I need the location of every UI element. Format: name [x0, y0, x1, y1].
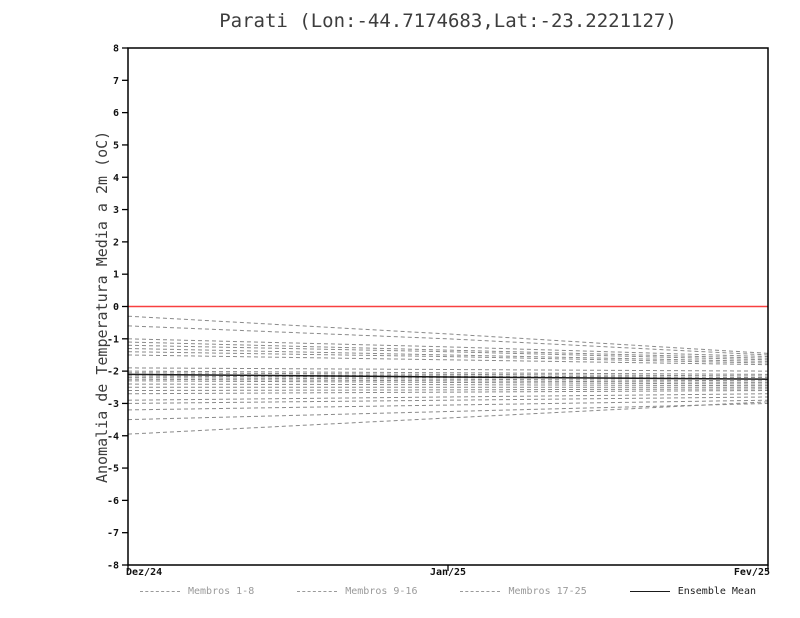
solid-line-swatch [629, 591, 670, 592]
legend: Membros 1-8 Membros 9-16 Membros 17-25 E… [140, 586, 756, 597]
legend-label: Membros 1-8 [188, 586, 255, 597]
legend-label: Membros 17-25 [508, 586, 587, 597]
dashed-line-swatch [297, 591, 338, 592]
legend-item-membros-9-16: Membros 9-16 [297, 586, 417, 597]
svg-text:3: 3 [113, 205, 119, 216]
svg-text:4: 4 [113, 173, 119, 184]
legend-item-membros-1-8: Membros 1-8 [140, 586, 254, 597]
svg-text:2: 2 [113, 237, 119, 248]
legend-item-membros-17-25: Membros 17-25 [460, 586, 587, 597]
svg-text:-7: -7 [107, 528, 119, 539]
legend-item-ensemble-mean: Ensemble Mean [629, 586, 756, 597]
x-tick-fev25: Fev/25 [733, 567, 770, 578]
svg-text:-8: -8 [107, 561, 119, 572]
svg-text:-2: -2 [107, 367, 119, 378]
chart-title: Parati (Lon:-44.7174683,Lat:-23.2221127) [219, 10, 677, 32]
svg-text:5: 5 [113, 140, 119, 151]
legend-label: Ensemble Mean [677, 586, 756, 597]
svg-text:-4: -4 [107, 431, 119, 442]
svg-text:-1: -1 [107, 334, 119, 345]
legend-label: Membros 9-16 [345, 586, 418, 597]
svg-text:0: 0 [113, 302, 119, 313]
dashed-line-swatch [140, 591, 180, 592]
svg-text:-5: -5 [107, 464, 119, 475]
svg-text:1: 1 [113, 270, 119, 281]
dashed-line-swatch [460, 591, 501, 592]
svg-text:6: 6 [113, 108, 119, 119]
svg-text:-3: -3 [107, 399, 119, 410]
x-tick-jan25: Jan/25 [429, 567, 467, 578]
svg-text:-6: -6 [107, 496, 119, 507]
svg-text:7: 7 [113, 76, 119, 87]
svg-text:8: 8 [113, 44, 119, 55]
x-tick-dez24: Dez/24 [126, 567, 163, 578]
